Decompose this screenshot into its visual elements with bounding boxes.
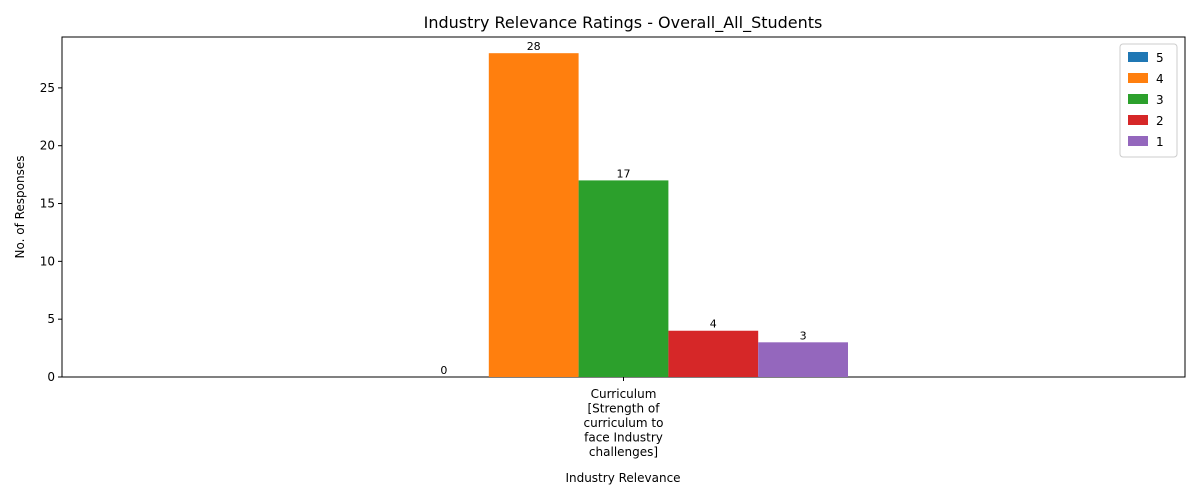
y-tick-label: 10 [40, 254, 55, 268]
y-tick-label: 15 [40, 197, 55, 211]
bar-series-3 [578, 180, 669, 377]
legend-label-1: 1 [1156, 135, 1164, 149]
data-label-series-4: 28 [527, 40, 541, 53]
legend-label-3: 3 [1156, 93, 1164, 107]
data-label-series-1: 3 [800, 329, 807, 342]
data-label-series-5: 0 [440, 364, 447, 377]
y-tick-label: 5 [47, 312, 55, 326]
x-axis-label: Industry Relevance [565, 471, 680, 485]
legend-swatch-4 [1128, 73, 1148, 83]
legend-label-5: 5 [1156, 51, 1164, 65]
legend-swatch-1 [1128, 136, 1148, 146]
legend: 5 4 3 2 1 [1119, 43, 1178, 158]
legend-swatch-2 [1128, 115, 1148, 125]
bar-series-2 [668, 330, 759, 377]
data-label-series-3: 17 [617, 167, 631, 180]
y-tick-label: 0 [47, 370, 55, 384]
y-tick-label: 20 [40, 139, 55, 153]
chart-title: Industry Relevance Ratings - Overall_All… [424, 13, 823, 33]
legend-label-2: 2 [1156, 114, 1164, 128]
bar-series-1 [758, 342, 848, 377]
bars-group [488, 53, 848, 377]
data-label-series-2: 4 [710, 318, 717, 331]
legend-swatch-3 [1128, 94, 1148, 104]
x-tick-label: Curriculum [Strength of curriculum to face … [584, 387, 664, 459]
x-axis: Curriculum [Strength of curriculum to face … [584, 377, 664, 459]
legend-box [1119, 43, 1178, 158]
legend-swatch-5 [1128, 52, 1148, 62]
y-axis: 0 5 10 15 20 25 [40, 81, 62, 384]
y-axis-label: No. of Responses [13, 155, 27, 258]
bar-series-4 [488, 53, 579, 377]
legend-label-4: 4 [1156, 72, 1164, 86]
y-tick-label: 25 [40, 81, 55, 95]
data-labels-group: 0 28 17 4 3 [440, 40, 806, 377]
